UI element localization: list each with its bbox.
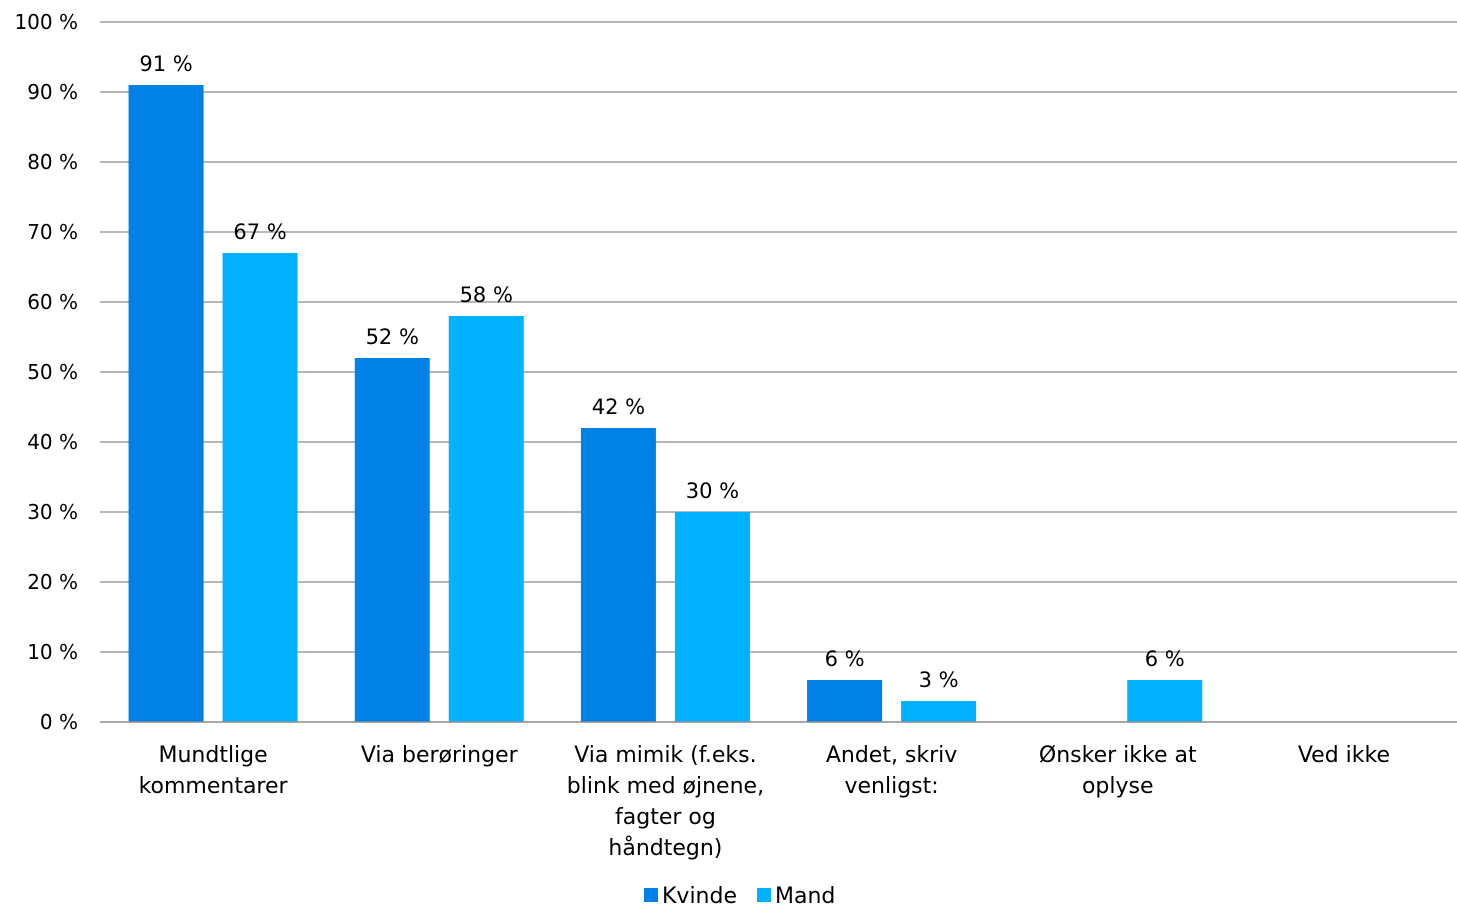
y-tick-label: 0 %	[40, 710, 78, 734]
bar-kvinde-1	[354, 358, 430, 722]
y-tick-label: 40 %	[27, 430, 78, 454]
data-label: 58 %	[460, 283, 513, 307]
legend-label-kvinde: Kvinde	[662, 884, 737, 909]
bar-mand-1	[448, 316, 524, 722]
y-tick-label: 10 %	[27, 640, 78, 664]
y-tick-label: 90 %	[27, 80, 78, 104]
data-labels: 91 % 67 % 52 % 58 % 42 % 30 % 6 % 3 % 6 %	[139, 52, 1184, 692]
data-label: 6 %	[1145, 647, 1185, 671]
bar-kvinde-3	[807, 680, 883, 722]
x-category-label: Ved ikke	[1298, 743, 1390, 768]
bar-mand-4	[1127, 680, 1203, 722]
legend: Kvinde Mand	[644, 884, 835, 909]
bar-mand-0	[222, 253, 298, 722]
data-label: 67 %	[233, 220, 286, 244]
y-tick-label: 60 %	[27, 290, 78, 314]
legend-swatch-kvinde	[644, 888, 658, 902]
y-tick-label: 70 %	[27, 220, 78, 244]
data-label: 52 %	[366, 325, 419, 349]
gridlines	[100, 21, 1457, 653]
data-label: 91 %	[139, 52, 192, 76]
x-category-label: Andet, skriv venligst:	[826, 743, 957, 799]
x-category-label: Ønsker ikke at oplyse	[1039, 743, 1197, 799]
y-tick-label: 80 %	[27, 150, 78, 174]
data-label: 3 %	[919, 668, 959, 692]
y-axis-ticks: 0 % 10 % 20 % 30 % 40 % 50 % 60 % 70 % 80 % 90 % 1…	[14, 10, 78, 734]
bars	[128, 85, 1203, 722]
y-tick-label: 30 %	[27, 500, 78, 524]
y-tick-label: 50 %	[27, 360, 78, 384]
data-label: 30 %	[686, 479, 739, 503]
bar-mand-3	[901, 701, 977, 722]
bar-kvinde-2	[580, 428, 656, 722]
x-category-label: Via berøringer	[361, 743, 519, 768]
bar-kvinde-0	[128, 85, 204, 722]
bar-mand-2	[674, 512, 750, 722]
x-category-label: Mundtlige kommentarer	[139, 743, 289, 799]
legend-swatch-mand	[757, 888, 771, 902]
x-category-label: Via mimik (f.eks. blink med øjnene, fagter…	[567, 743, 764, 861]
y-tick-label: 100 %	[14, 10, 78, 34]
x-axis-categories: Mundtlige kommentarer Via berøringer Via mi…	[139, 743, 1390, 861]
data-label: 42 %	[592, 395, 645, 419]
data-label: 6 %	[825, 647, 865, 671]
y-tick-label: 20 %	[27, 570, 78, 594]
legend-label-mand: Mand	[775, 884, 835, 909]
